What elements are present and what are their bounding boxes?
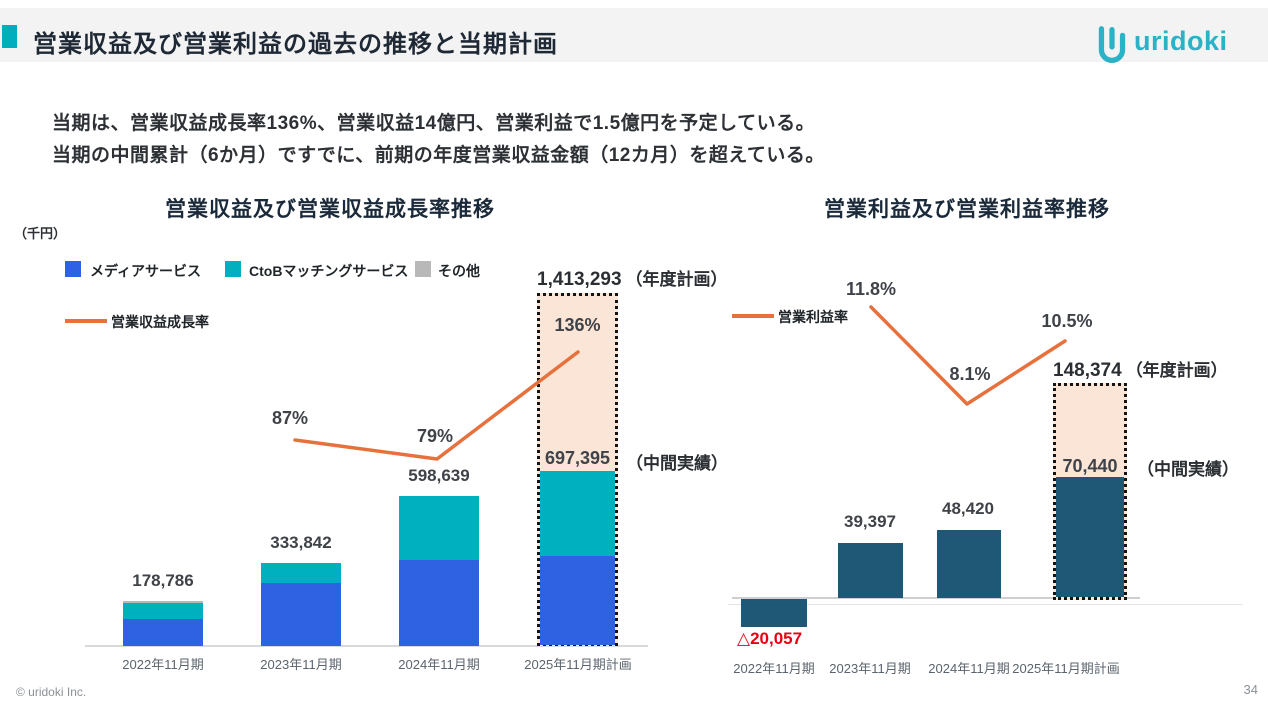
revenue-cat-2023: 2023年11月期	[260, 657, 342, 672]
profit-margin-line	[869, 305, 1067, 406]
bar-segment-media-2024	[399, 559, 479, 646]
bar-segment-ctob-2025	[540, 470, 615, 557]
revenue-bar-2025-interim	[540, 470, 615, 645]
title-accent-square	[2, 25, 17, 48]
revenue-annual-plan-value: 1,413,293	[537, 269, 622, 290]
profit-value-2023: 39,397	[844, 512, 896, 531]
revenue-bar-2022	[123, 601, 203, 646]
subtitle-line-2: 当期の中間累計（6か月）ですでに、前期の年度営業収益金額（12カ月）を超えている…	[52, 145, 825, 166]
revenue-bar-2023	[261, 562, 341, 646]
profit-cat-2025: 2025年11月期計画	[1012, 661, 1120, 676]
legend-swatch-media	[65, 261, 81, 277]
revenue-total-2024: 598,639	[408, 466, 470, 485]
revenue-x-axis	[85, 645, 648, 647]
revenue-interim-value: 697,395	[544, 448, 611, 468]
revenue-total-2022: 178,786	[132, 571, 194, 590]
legend-swatch-ctob	[225, 261, 241, 277]
margin-pct-2023: 11.8%	[845, 279, 897, 299]
paperclip-u-icon	[1098, 26, 1126, 63]
bar-segment-other-2022	[123, 601, 203, 604]
profit-interim-note: （中間実績）	[1137, 460, 1239, 479]
bar-segment-profit-2022	[741, 599, 807, 628]
growth-pct-2024: 79%	[416, 426, 454, 446]
profit-annual-plan-note: （年度計画）	[1125, 361, 1228, 380]
bar-segment-ctob-2022	[123, 603, 203, 619]
legend-label-other: その他	[438, 263, 480, 279]
profit-bar-2024	[937, 530, 1001, 598]
page-number: 34	[1243, 682, 1258, 697]
profit-cat-2023: 2023年11月期	[829, 661, 911, 676]
profit-annual-plan-label: 148,374 （年度計画）	[1053, 356, 1228, 382]
profit-interim-value: 70,440	[1062, 456, 1118, 476]
bar-segment-media-2025	[540, 556, 615, 645]
profit-bar-2022-negative	[741, 599, 807, 628]
revenue-bar-2024	[399, 496, 479, 646]
profit-annual-plan-value: 148,374	[1053, 360, 1122, 381]
growth-pct-2023: 87%	[271, 408, 309, 428]
legend-line-growth	[65, 319, 107, 323]
bar-segment-profit-2025	[1056, 477, 1124, 597]
bar-segment-profit-2023	[838, 542, 903, 598]
bar-segment-media-2022	[123, 618, 203, 646]
page-title: 営業収益及び営業利益の過去の推移と当期計画	[33, 31, 558, 58]
bar-segment-ctob-2023	[261, 562, 341, 583]
revenue-cat-2022: 2022年11月期	[122, 657, 204, 672]
bar-segment-profit-2024	[937, 530, 1001, 598]
revenue-chart-title: 営業収益及び営業収益成長率推移	[165, 198, 495, 221]
profit-chart-title: 営業利益及び営業利益率推移	[824, 198, 1110, 221]
profit-cat-2022: 2022年11月期	[733, 661, 815, 676]
revenue-annual-plan-note: （年度計画）	[625, 270, 728, 289]
revenue-interim-note: （中間実績）	[626, 454, 728, 473]
legend-label-margin: 営業利益率	[778, 309, 848, 325]
header-band	[0, 8, 1268, 62]
profit-cat-2024: 2024年11月期	[928, 661, 1010, 676]
legend-line-margin	[732, 314, 774, 318]
legend-swatch-other	[415, 261, 431, 277]
revenue-cat-2025: 2025年11月期計画	[524, 657, 632, 672]
profit-value-2022: △20,057	[737, 629, 803, 648]
profit-bar-2025-interim	[1056, 477, 1124, 597]
legend-label-ctob: CtoBマッチングサービス	[249, 263, 409, 279]
revenue-growth-line	[293, 350, 580, 461]
bar-segment-media-2023	[261, 583, 341, 646]
footer-copyright: © uridoki Inc.	[16, 685, 87, 699]
subtitle-line-1: 当期は、営業収益成長率136%、営業収益14億円、営業利益で1.5億円を予定して…	[52, 113, 816, 134]
revenue-cat-2024: 2024年11月期	[398, 657, 480, 672]
legend-label-growth: 営業収益成長率	[111, 314, 209, 330]
growth-pct-2025: 136%	[554, 315, 601, 335]
profit-bar-2023	[838, 542, 903, 598]
bar-segment-ctob-2024	[399, 496, 479, 560]
profit-x-axis	[732, 597, 1140, 599]
margin-pct-2025: 10.5%	[1041, 311, 1093, 331]
logo-text: uridoki	[1134, 26, 1228, 56]
profit-x-axis-secondary	[728, 604, 1243, 605]
revenue-total-2023: 333,842	[270, 533, 332, 552]
profit-value-2024: 48,420	[942, 499, 994, 518]
margin-pct-2024: 8.1%	[949, 364, 991, 384]
revenue-annual-plan-label: 1,413,293 （年度計画）	[537, 265, 728, 291]
logo: uridoki	[1094, 20, 1244, 68]
legend-label-media: メディアサービス	[90, 263, 202, 279]
revenue-unit-label: （千円）	[14, 226, 67, 241]
